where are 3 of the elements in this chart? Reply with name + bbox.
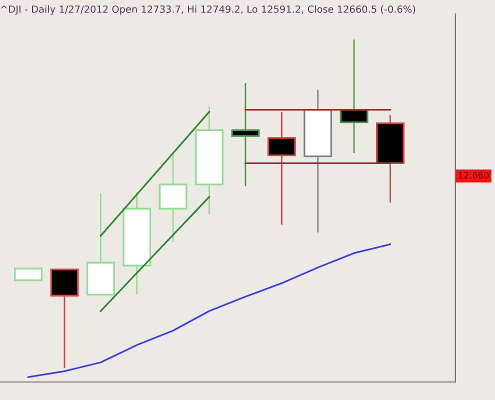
candlestick	[231, 82, 260, 186]
text: 12,660	[458, 172, 489, 180]
chart-title: ^DJI - Daily 1/27/2012 Open 12733.7, Hi 12749.2, Lo 12591.2, Close 12660.5 (-0.6%)	[1, 5, 416, 15]
